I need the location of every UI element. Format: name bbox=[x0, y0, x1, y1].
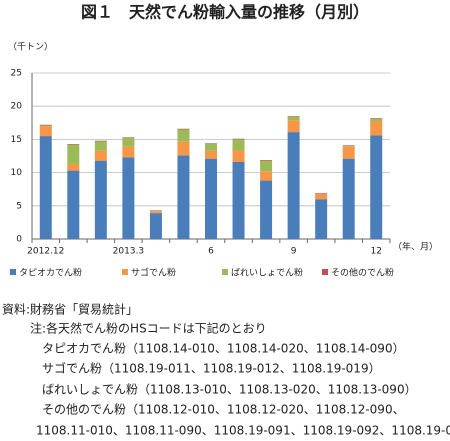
bar-segment bbox=[232, 150, 245, 162]
bar-segment bbox=[67, 170, 80, 239]
x-tick-label: 2012.12 bbox=[27, 247, 64, 257]
bar-segment bbox=[149, 211, 162, 214]
bar-segment bbox=[342, 145, 355, 147]
x-tick-label: 2013.3 bbox=[113, 247, 145, 257]
legend-label: その他のでん粉 bbox=[331, 267, 394, 279]
bar-segment bbox=[94, 140, 107, 142]
note: 注:各天然でん粉のHSコードは下記のとおり bbox=[30, 321, 267, 336]
x-tick-label: 6 bbox=[208, 247, 214, 257]
legend-swatch bbox=[222, 269, 228, 275]
bar-segment bbox=[205, 158, 217, 239]
y-axis-label: （千トン） bbox=[8, 42, 53, 53]
chart-title: 図１ 天然でん粉輸入量の推移（月別） bbox=[81, 3, 369, 22]
bar-segment bbox=[370, 118, 383, 119]
bar-segment bbox=[370, 121, 383, 136]
bar-segment bbox=[67, 163, 80, 171]
bar-segment bbox=[315, 193, 328, 194]
bar-segment bbox=[260, 160, 273, 172]
note: 1108.11-010、1108.11-090、1108.19-091、1108… bbox=[36, 424, 450, 438]
bar-segment bbox=[370, 118, 383, 122]
bar-segment bbox=[94, 141, 107, 151]
y-tick-label: 20 bbox=[11, 102, 23, 112]
bar-segment bbox=[287, 120, 300, 133]
legend-label: ばれいしょでん粉 bbox=[231, 267, 303, 279]
bar-segment bbox=[205, 150, 217, 159]
note: タピオカでん粉（1108.14-010、1108.14-020、1108.14-… bbox=[42, 342, 405, 356]
bar-segment bbox=[67, 144, 80, 164]
legend-label: サゴでん粉 bbox=[131, 267, 176, 279]
x-tick-label: 9 bbox=[291, 247, 297, 257]
y-tick-label: 0 bbox=[16, 235, 22, 245]
bar-segment bbox=[287, 116, 300, 117]
bar-segment bbox=[177, 141, 190, 156]
note: その他のでん粉（1108.12-010、1108.12-020、1108.12-… bbox=[42, 403, 405, 417]
y-tick-label: 10 bbox=[11, 168, 23, 178]
bar-segment bbox=[122, 137, 135, 139]
bar-segment bbox=[67, 144, 80, 145]
legend-label: タピオカでん粉 bbox=[19, 267, 82, 279]
y-tick-label: 25 bbox=[11, 69, 22, 79]
bar-segment bbox=[94, 150, 107, 161]
bar-segment bbox=[39, 136, 52, 239]
bar-segment bbox=[39, 125, 52, 127]
note: ばれいしょでん粉（1108.13-010、1108.13-020、1108.13… bbox=[42, 383, 417, 397]
bar-segment bbox=[370, 135, 383, 239]
bar-segment bbox=[149, 211, 162, 212]
bar-segment bbox=[315, 193, 328, 200]
bar-segment bbox=[342, 146, 355, 147]
bar-segment bbox=[39, 126, 52, 137]
bar-segment bbox=[122, 138, 135, 147]
bar-segment bbox=[177, 129, 190, 142]
y-tick-label: 15 bbox=[11, 135, 22, 145]
y-tick-label: 5 bbox=[16, 201, 22, 211]
bar-segment bbox=[177, 128, 190, 130]
x-axis-label: （年、月） bbox=[393, 241, 438, 253]
bar-segment bbox=[39, 124, 52, 126]
x-tick-label: 12 bbox=[371, 247, 382, 257]
bar-segment bbox=[232, 161, 245, 239]
bar-segment bbox=[287, 132, 300, 239]
bar-segment bbox=[260, 171, 273, 181]
legend-swatch bbox=[122, 269, 128, 275]
bar-segment bbox=[122, 146, 135, 158]
bar-segment bbox=[232, 139, 245, 151]
bar-segment bbox=[260, 180, 273, 239]
legend-swatch bbox=[10, 269, 16, 275]
bar-segment bbox=[149, 213, 162, 239]
bar-segment bbox=[205, 144, 217, 151]
bar-segment bbox=[315, 199, 328, 239]
bar-segment bbox=[122, 157, 135, 239]
bar-segment bbox=[232, 138, 245, 140]
source: 資料:財務省「貿易統計」 bbox=[2, 302, 138, 317]
legend-swatch bbox=[322, 269, 328, 275]
bar-segment bbox=[260, 159, 273, 161]
bar-segment bbox=[287, 116, 300, 121]
note: サゴでん粉（1108.19-011、1108.19-012、1108.19-01… bbox=[42, 361, 381, 376]
bar-segment bbox=[205, 143, 217, 145]
bar-segment bbox=[342, 158, 355, 239]
bar-segment bbox=[94, 160, 107, 239]
bar-segment bbox=[149, 210, 162, 212]
bar-segment bbox=[177, 155, 190, 239]
bar-segment bbox=[342, 146, 355, 159]
